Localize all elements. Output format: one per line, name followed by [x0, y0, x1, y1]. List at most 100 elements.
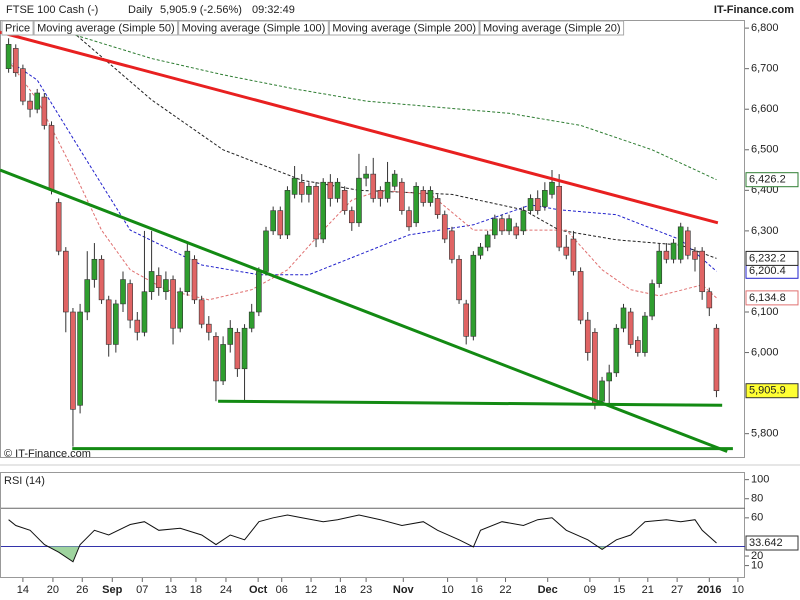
x-tick-label: Dec [538, 584, 558, 596]
y-tick-label: 60 [751, 512, 763, 524]
candle-body [649, 283, 655, 317]
candle-body [155, 275, 162, 288]
rsi-frame [0, 472, 745, 578]
y-tick-label: 6,700 [751, 63, 779, 75]
candle-body [584, 319, 591, 353]
candle-body [613, 327, 620, 374]
candle-body [177, 291, 183, 329]
rsi-last-label-box [745, 535, 799, 551]
candle-body [449, 230, 455, 260]
candle-body [220, 344, 226, 382]
candle-body [699, 250, 705, 293]
candle-body [27, 100, 33, 110]
y-tick-label: 6,800 [751, 22, 779, 34]
x-tick-label: Sep [102, 584, 122, 596]
candle-body [391, 173, 398, 187]
candle-body [91, 258, 98, 280]
candle-body [441, 214, 448, 240]
candle-body [427, 190, 434, 203]
candle-body [341, 190, 348, 211]
candle-body [41, 96, 48, 126]
candle-body [356, 177, 362, 224]
candle-body [77, 311, 83, 406]
candle-body [556, 185, 562, 248]
candle-body [677, 226, 684, 260]
candle-body [298, 181, 305, 195]
rsi-last-label: 33.642 [749, 537, 783, 549]
time: 09:32:49 [252, 4, 295, 16]
y-tick-label: 6,000 [751, 346, 779, 358]
y-tick-label: 6,100 [751, 306, 779, 318]
candle-body [456, 258, 462, 301]
ma-last-label-box [745, 250, 799, 266]
candle-body [434, 198, 441, 215]
legend-entry: Price [5, 22, 30, 34]
candle-body [191, 258, 198, 301]
legend-entry: Moving average (Simple 200) [332, 22, 476, 34]
price-last-label: 5,905.9 [749, 385, 786, 397]
candle-body [84, 279, 91, 313]
legend-box [178, 20, 329, 36]
x-tick-label: 07 [136, 584, 148, 596]
candle-body [291, 177, 298, 195]
candle-body [98, 258, 105, 301]
ma-last-label-box [745, 172, 799, 188]
price-last-label-box [745, 383, 799, 399]
y-tick-label: 5,800 [751, 428, 779, 440]
candle-body [113, 303, 119, 345]
x-tick-label: 06 [276, 584, 288, 596]
candle-body [406, 210, 412, 228]
candle-body [420, 190, 427, 203]
moving-average [72, 31, 717, 259]
candle-body [263, 230, 269, 272]
ma-last-label: 6,200.4 [749, 265, 786, 277]
x-tick-label: 14 [17, 584, 29, 596]
candle-body [306, 185, 312, 195]
candle-body [634, 340, 641, 353]
y-tick-label: 100 [751, 474, 769, 486]
candle-body [563, 246, 570, 256]
moving-average [8, 60, 717, 301]
trend-line [218, 399, 723, 407]
period: Daily [128, 4, 153, 16]
candle-body [606, 372, 613, 382]
candle-body [713, 327, 720, 392]
candle-body [234, 331, 241, 370]
candle-body [48, 125, 55, 191]
candle-body [163, 279, 169, 293]
x-tick-label: 20 [47, 584, 59, 596]
source: IT-Finance.com [714, 4, 794, 16]
x-tick-label: 16 [471, 584, 483, 596]
candle-body [241, 327, 248, 370]
legend-entry: Moving average (Simple 50) [37, 22, 175, 34]
candle-body [105, 299, 112, 345]
legend-entry: Moving average (Simple 20) [483, 22, 621, 34]
x-tick-label: 09 [584, 584, 596, 596]
candle-body [491, 218, 498, 236]
legend-box [33, 20, 179, 36]
candle-body [213, 336, 219, 382]
x-tick-label: 12 [305, 584, 317, 596]
x-tick-label: 26 [76, 584, 88, 596]
candle-body [377, 190, 384, 199]
panel-title: RSI (14) [4, 475, 45, 487]
candle-body [413, 185, 419, 224]
ma-last-label: 6,232.2 [749, 252, 786, 264]
candle-body [320, 181, 327, 240]
candle-body [70, 311, 76, 410]
candle-body [384, 181, 391, 199]
candle-body [184, 250, 191, 293]
x-tick-label: 2016 [697, 584, 721, 596]
x-tick-label: 23 [360, 584, 372, 596]
candle-body [55, 202, 62, 252]
x-tick-label: 15 [613, 584, 625, 596]
candle-body [148, 271, 155, 293]
candle-body [227, 327, 234, 345]
legend-box [479, 20, 625, 36]
rsi-line [8, 514, 717, 563]
candle-body [141, 291, 148, 333]
candle-body [270, 210, 276, 232]
y-tick-label: 6,400 [751, 184, 779, 196]
candle-body [334, 181, 341, 199]
